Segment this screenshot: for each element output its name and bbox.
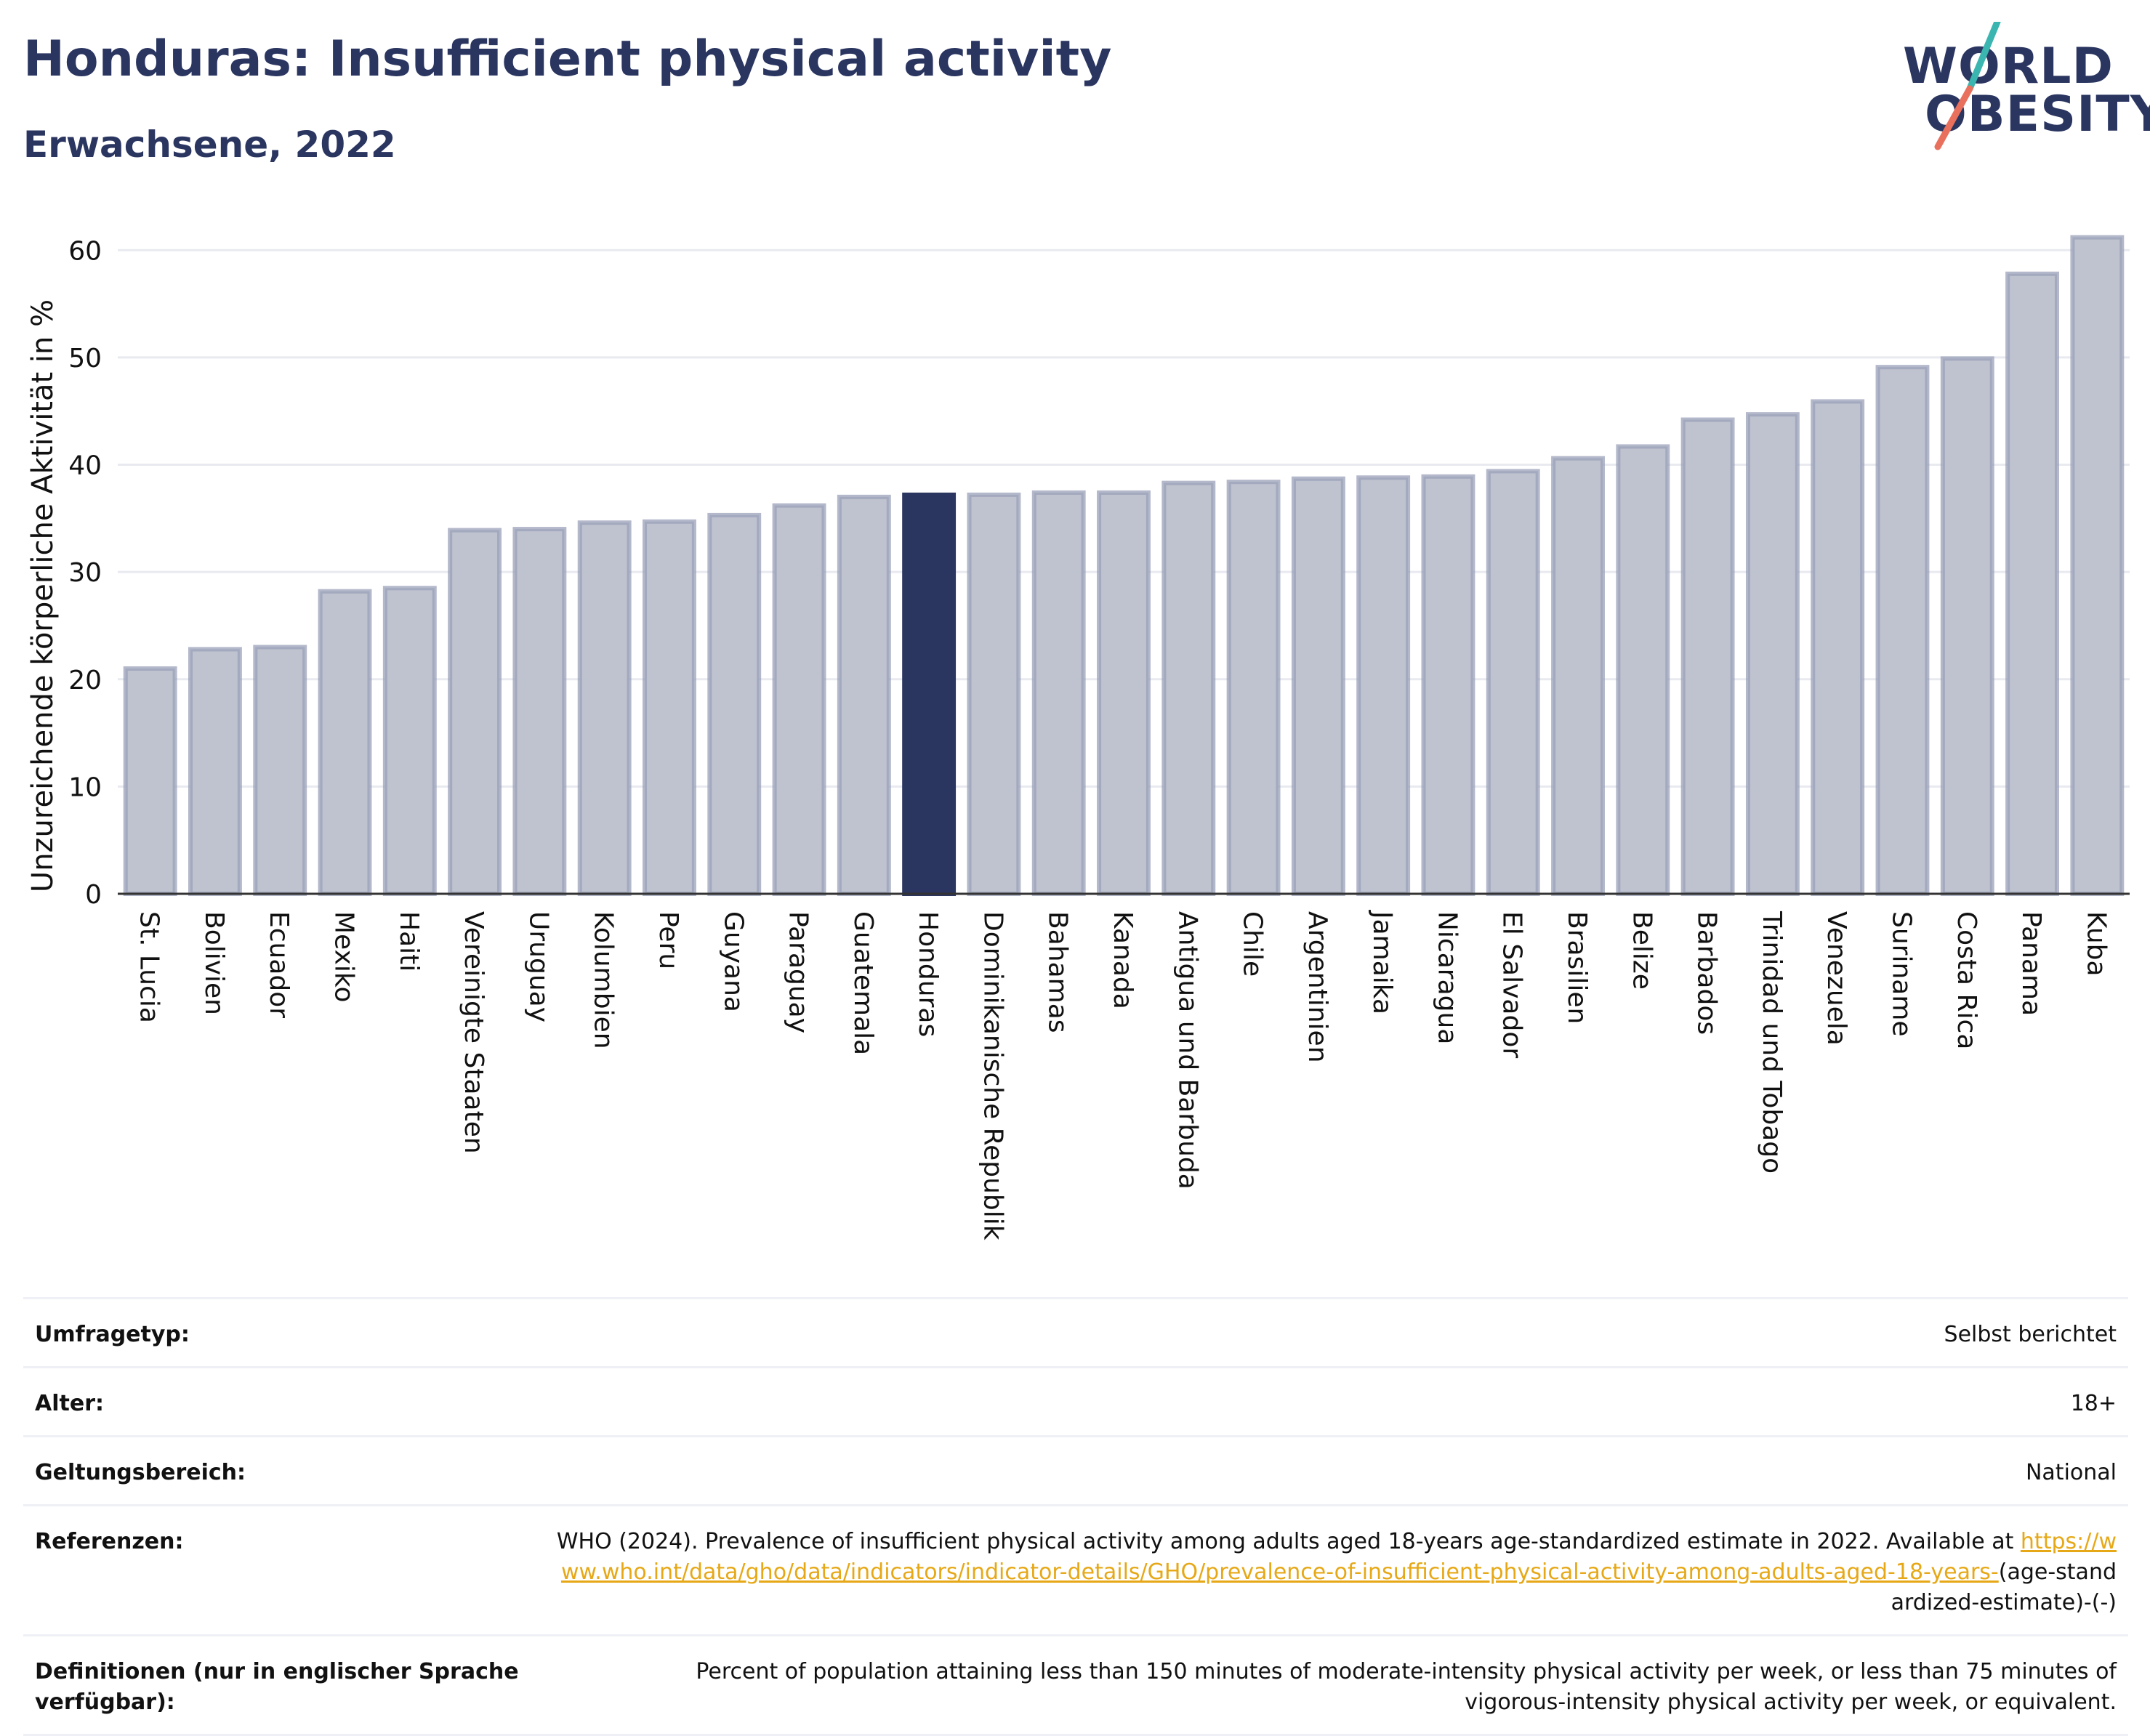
x-tick-label: El Salvador: [1497, 911, 1527, 1058]
bar: [1486, 469, 1540, 896]
bar: [1551, 456, 1605, 896]
page-subtitle: Erwachsene, 2022: [23, 124, 396, 166]
x-tick-label: Trinidad und Tobago: [1757, 911, 1787, 1174]
bar: [1097, 490, 1151, 896]
x-tick-label: Honduras: [913, 911, 943, 1037]
x-tick-label: Venezuela: [1821, 911, 1851, 1046]
bar: [123, 666, 177, 896]
y-tick-label: 30: [68, 558, 102, 588]
x-tick-label: Suriname: [1886, 911, 1916, 1037]
x-tick-label: Barbados: [1692, 911, 1722, 1035]
bar: [2070, 235, 2125, 897]
bar: [382, 586, 437, 896]
y-axis-label: Unzureichende körperliche Aktivität in %: [26, 299, 60, 892]
survey-value: Selbst berichtet: [1944, 1322, 2117, 1347]
x-tick-label: Antigua und Barbuda: [1172, 911, 1202, 1190]
bar: [1875, 365, 1930, 896]
references-suffix: (age-standardized-estimate)-(-): [1891, 1559, 2117, 1615]
x-tick-label: Argentinien: [1303, 911, 1332, 1063]
bar: [448, 528, 502, 896]
bar: [1680, 417, 1735, 896]
x-tick-label: Jamaika: [1367, 910, 1397, 1014]
y-tick-label: 20: [68, 666, 102, 695]
references-link[interactable]: https://www.who.int/data/gho/data/indica…: [560, 1529, 2117, 1585]
bar: [1421, 474, 1475, 896]
meta-row-scope: Geltungsbereich: National: [23, 1435, 2128, 1504]
age-label: Alter:: [35, 1391, 104, 1416]
bar: [253, 645, 307, 896]
x-tick-label: Dominikanische Republik: [978, 911, 1007, 1240]
bar: [772, 503, 826, 896]
bar: [188, 647, 242, 897]
bar: [707, 512, 762, 896]
meta-row-definitions: Definitionen (nur in englischer Sprache …: [23, 1634, 2128, 1736]
x-tick-label: Haiti: [394, 911, 424, 972]
bar: [967, 492, 1021, 896]
x-tick-label: Brasilien: [1562, 911, 1592, 1024]
x-tick-label: Ecuador: [264, 911, 294, 1018]
references-value: WHO (2024). Prevalence of insufficient p…: [554, 1527, 2117, 1618]
x-tick-label: Kanada: [1108, 911, 1138, 1009]
x-tick-label: Kolumbien: [589, 911, 619, 1049]
meta-row-survey: Umfragetyp: Selbst berichtet: [23, 1297, 2128, 1366]
bar: [318, 589, 372, 896]
bar-chart: 0 10 20 30 40 50 60 Unzureichende körperliche A…: [26, 235, 2130, 1240]
bar: [837, 494, 891, 896]
y-tick-label: 50: [68, 344, 102, 374]
x-tick-label: Bahamas: [1043, 911, 1073, 1033]
age-value: 18+: [2070, 1391, 2117, 1416]
x-tick-label: Belize: [1627, 911, 1656, 990]
y-tick-label: 60: [68, 236, 102, 266]
bar: [902, 492, 957, 896]
bar: [643, 519, 696, 896]
definitions-label: Definitionen (nur in englischer Sprache …: [35, 1659, 519, 1715]
x-tick-label: Costa Rica: [1952, 911, 1981, 1049]
bar: [1940, 356, 1994, 896]
survey-label: Umfragetyp:: [35, 1322, 190, 1347]
x-tick-label: Mexiko: [329, 911, 359, 1002]
references-text: WHO (2024). Prevalence of insufficient p…: [556, 1529, 2014, 1554]
bar: [2005, 271, 2059, 896]
x-tick-label: St. Lucia: [134, 911, 164, 1023]
definitions-value: Percent of population attaining less tha…: [696, 1659, 2117, 1715]
bar: [1811, 399, 1865, 896]
x-tick-label: Paraguay: [784, 911, 813, 1033]
bar: [1616, 444, 1670, 896]
x-tick-label: Vereinigte Staaten: [459, 911, 488, 1154]
meta-row-references: Referenzen: WHO (2024). Prevalence of in…: [23, 1504, 2128, 1634]
x-tick-label: Panama: [2016, 911, 2046, 1016]
y-tick-label: 0: [85, 880, 102, 910]
metadata-table: Umfragetyp: Selbst berichtet Alter: 18+ …: [23, 1297, 2128, 1736]
references-label: Referenzen:: [35, 1529, 184, 1554]
bar: [1356, 475, 1411, 896]
meta-row-age: Alter: 18+: [23, 1366, 2128, 1435]
bar: [1226, 480, 1281, 896]
x-tick-label: Chile: [1238, 911, 1268, 977]
logo-slash-icon: [1934, 22, 2001, 150]
logo-line-1: WORLD: [1903, 38, 2114, 95]
page-title: Honduras: Insufficient physical activity: [23, 31, 1112, 88]
scope-value: National: [2025, 1460, 2117, 1485]
y-tick-label: 10: [68, 772, 102, 802]
bar: [577, 520, 632, 896]
scope-label: Geltungsbereich:: [35, 1460, 246, 1485]
bar: [1161, 480, 1216, 896]
bar: [512, 527, 567, 896]
x-tick-label: Guyana: [718, 911, 748, 1012]
x-tick-label: Peru: [653, 911, 683, 969]
bar: [1291, 476, 1345, 896]
bar: [1745, 412, 1800, 896]
bar: [1031, 490, 1086, 896]
x-tick-label: Kuba: [2081, 911, 2111, 977]
world-obesity-logo: WORLD OBESITY: [1890, 22, 2150, 160]
x-tick-label: Guatemala: [848, 911, 878, 1055]
x-tick-label: Nicaragua: [1432, 911, 1462, 1044]
y-tick-label: 40: [68, 451, 102, 481]
x-tick-label: Bolivien: [199, 911, 229, 1015]
x-tick-label: Uruguay: [523, 911, 553, 1022]
